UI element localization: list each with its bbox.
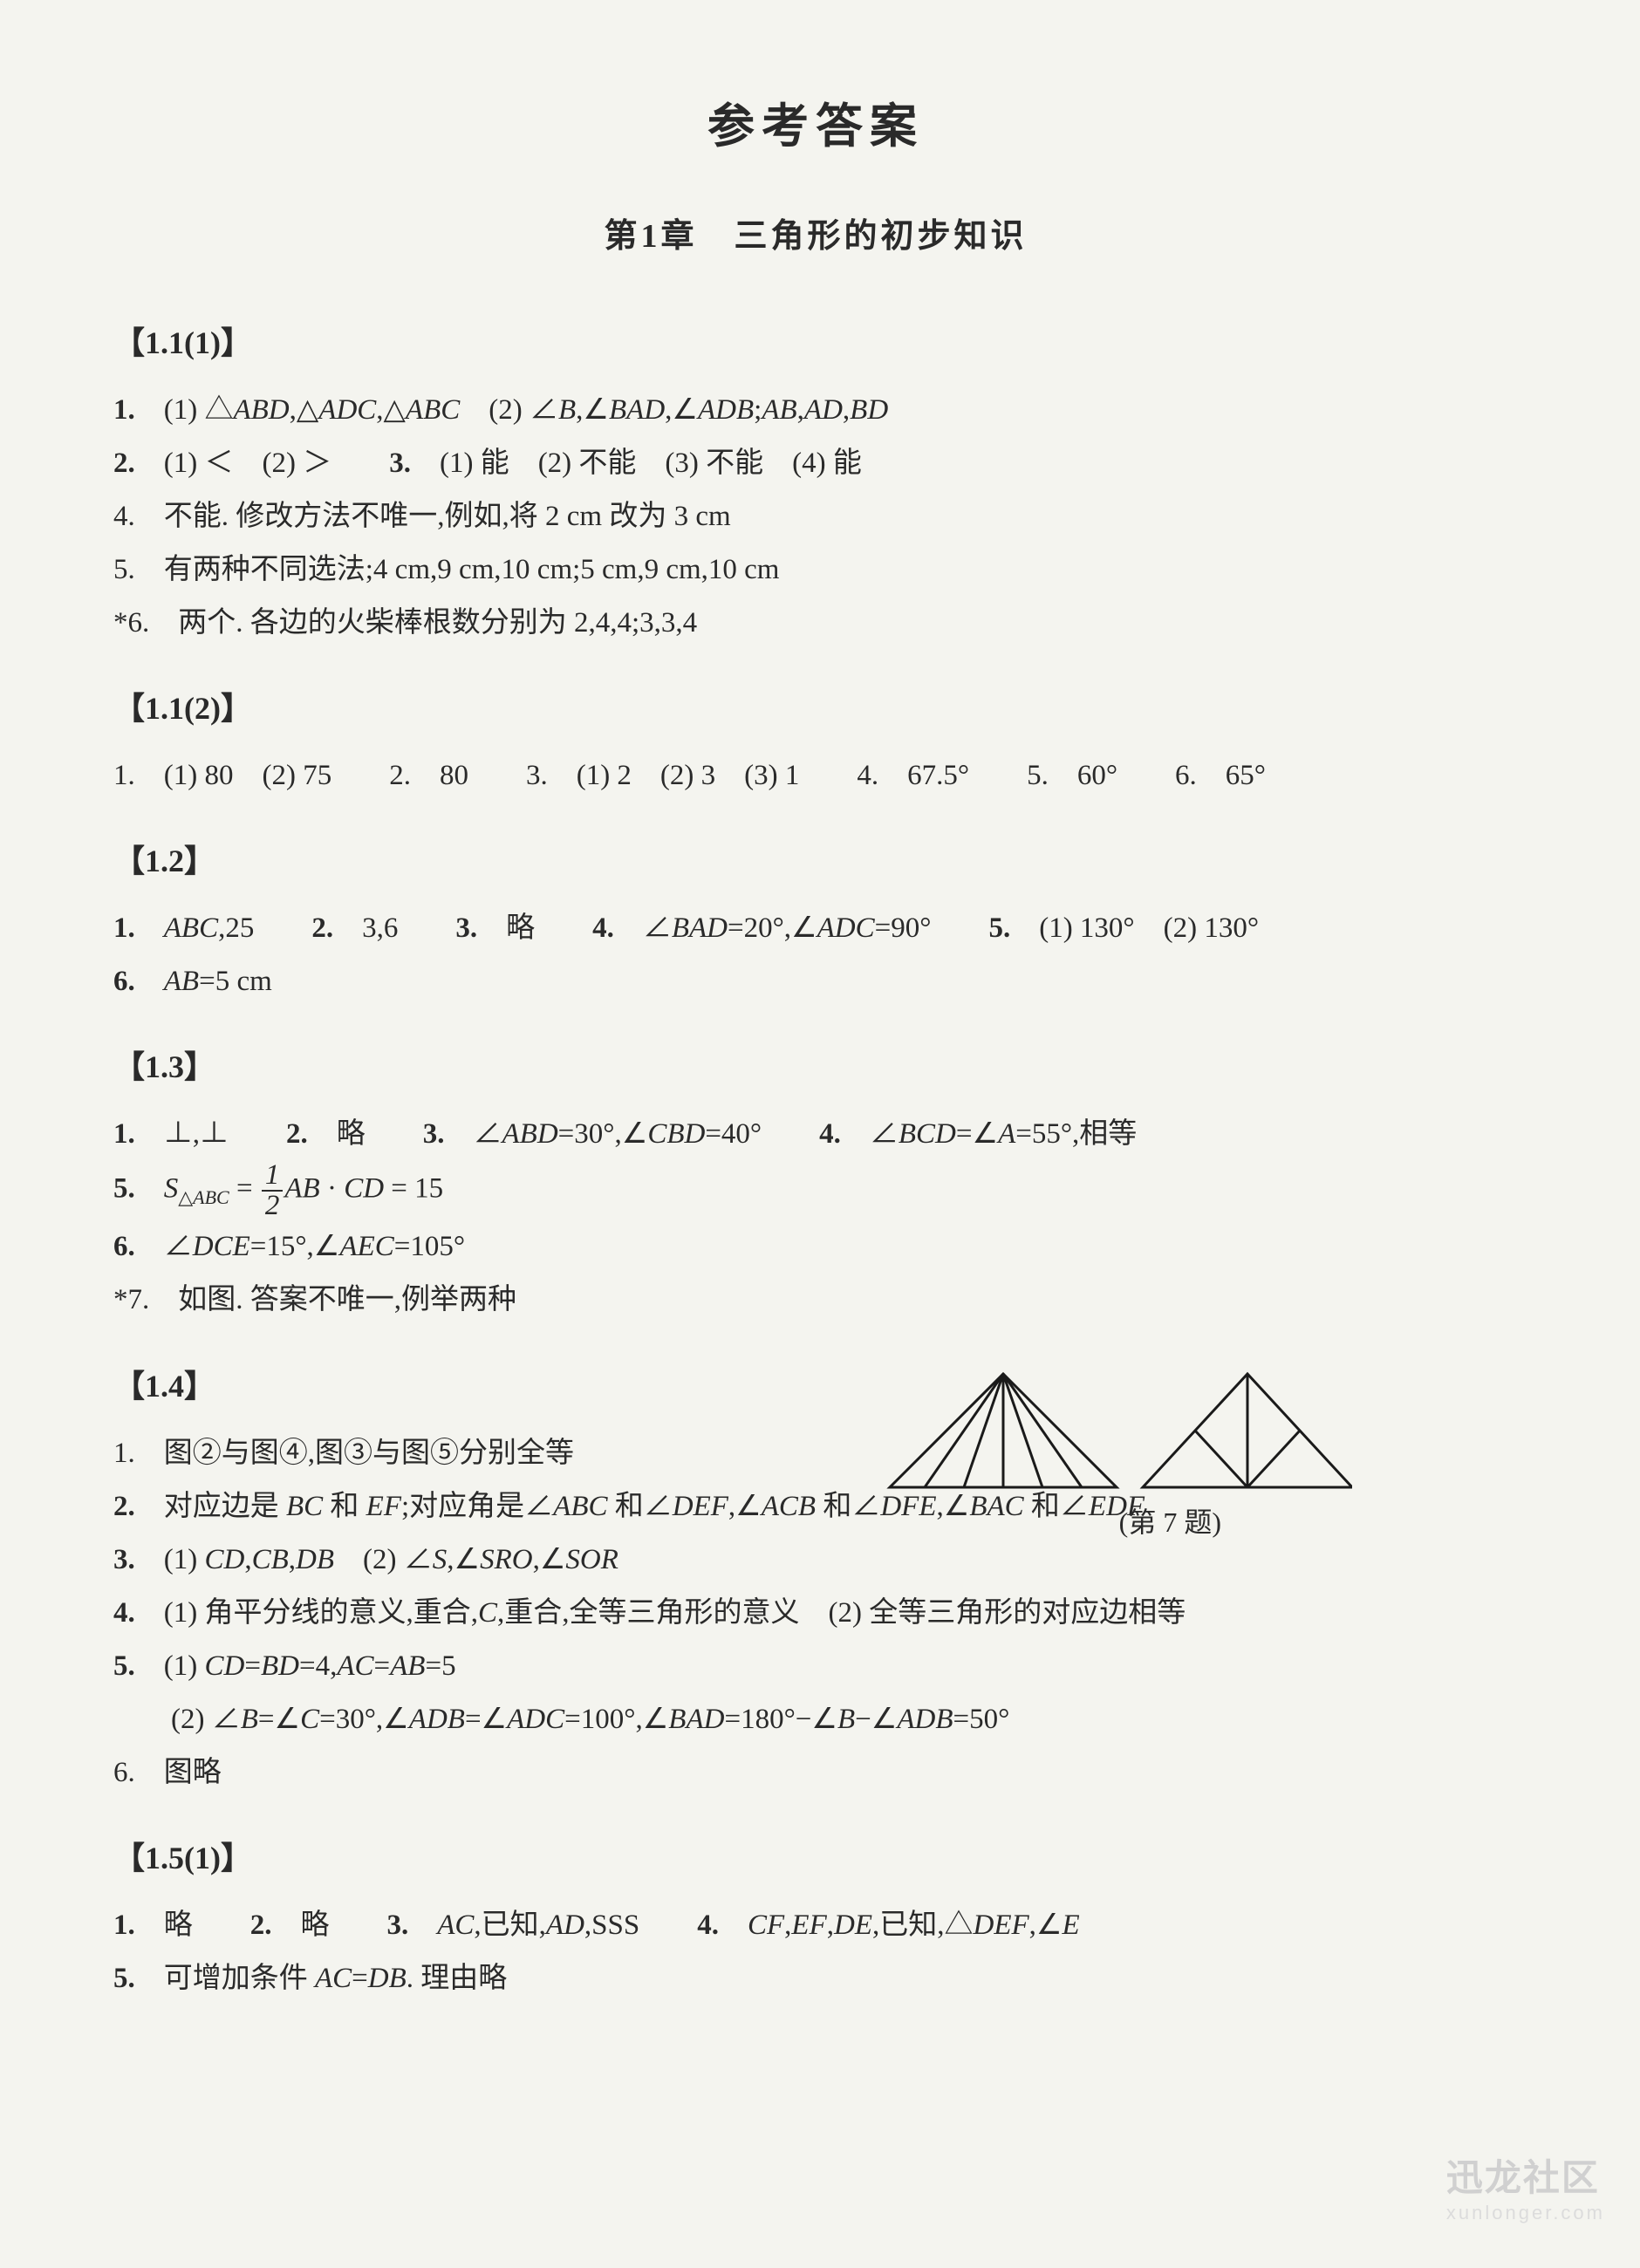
section-head-1-5-1: 【1.5(1)】 bbox=[113, 1833, 1518, 1878]
answer-line: 1. (1) 80 (2) 75 2. 80 3. (1) 2 (2) 3 (3… bbox=[113, 749, 1518, 803]
section-head-1-1-1: 【1.1(1)】 bbox=[113, 318, 1518, 363]
watermark-sub: xunlonger.com bbox=[1446, 2202, 1605, 2224]
chapter-heading: 第1章 三角形的初步知识 bbox=[113, 208, 1518, 256]
answer-line: 5. 有两种不同选法;4 cm,9 cm,10 cm;5 cm,9 cm,10 … bbox=[113, 543, 1518, 597]
document-title: 参考答案 bbox=[113, 87, 1518, 156]
answer-line: (2) ∠B=∠C=30°,∠ADB=∠ADC=100°,∠BAD=180°−∠… bbox=[113, 1693, 1518, 1746]
answer-line: 6. ∠DCE=15°,∠AEC=105° bbox=[113, 1220, 1518, 1274]
answer-line: 5. (1) CD=BD=4,AC=AB=5 bbox=[113, 1640, 1518, 1693]
answer-line: 4. (1) 角平分线的意义,重合,C,重合,全等三角形的意义 (2) 全等三角… bbox=[113, 1587, 1518, 1640]
answer-line: 6. AB=5 cm bbox=[113, 955, 1518, 1008]
section-head-1-2: 【1.2】 bbox=[113, 836, 1518, 881]
answer-line: 5. 可增加条件 AC=DB. 理由略 bbox=[113, 1952, 1518, 2005]
section-head-1-1-2: 【1.1(2)】 bbox=[113, 683, 1518, 728]
watermark: 迅龙社区 xunlonger.com bbox=[1446, 2148, 1605, 2224]
answer-line: *6. 两个. 各边的火柴棒根数分别为 2,4,4;3,3,4 bbox=[113, 597, 1518, 650]
answer-line: 1. (1) △ABD,△ADC,△ABC (2) ∠B,∠BAD,∠ADB;A… bbox=[113, 384, 1518, 437]
watermark-main: 迅龙社区 bbox=[1446, 2157, 1600, 2198]
answer-line: 6. 图略 bbox=[113, 1746, 1518, 1800]
answer-line: 4. 不能. 修改方法不唯一,例如,将 2 cm 改为 3 cm bbox=[113, 490, 1518, 543]
answer-line: 2. (1) ＜ (2) ＞ 3. (1) 能 (2) 不能 (3) 不能 (4… bbox=[113, 437, 1518, 490]
figure-triangles bbox=[881, 1365, 1352, 1500]
answer-line: 3. (1) CD,CB,DB (2) ∠S,∠SRO,∠SOR bbox=[113, 1534, 1518, 1587]
answer-line: 1. ⊥,⊥ 2. 略 3. ∠ABD=30°,∠CBD=40° 4. ∠BCD… bbox=[113, 1108, 1518, 1161]
answer-line: 1. ABC,25 2. 3,6 3. 略 4. ∠BAD=20°,∠ADC=9… bbox=[113, 902, 1518, 955]
section-head-1-3: 【1.3】 bbox=[113, 1042, 1518, 1087]
answer-line: *7. 如图. 答案不唯一,例举两种 bbox=[113, 1274, 1518, 1327]
answer-line: 5. S△ABC = 12AB · CD = 15 bbox=[113, 1161, 1518, 1220]
figure-caption: (第 7 题) bbox=[1119, 1500, 1221, 1540]
page: 参考答案 第1章 三角形的初步知识 【1.1(1)】 1. (1) △ABD,△… bbox=[0, 0, 1640, 2268]
answer-line: 1. 略 2. 略 3. AC,已知,AD,SSS 4. CF,EF,DE,已知… bbox=[113, 1899, 1518, 1952]
